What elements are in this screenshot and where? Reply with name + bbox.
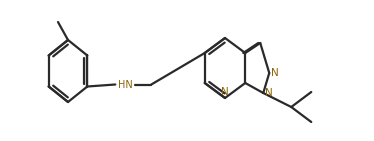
Text: N: N (221, 87, 229, 97)
Text: N: N (265, 88, 273, 98)
Text: HN: HN (118, 81, 133, 91)
Text: N: N (271, 68, 279, 78)
